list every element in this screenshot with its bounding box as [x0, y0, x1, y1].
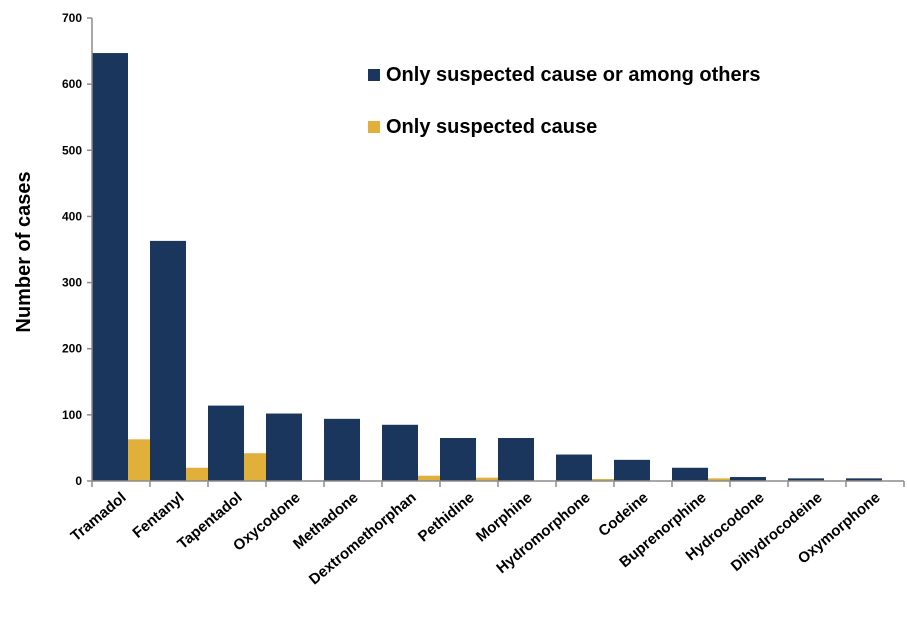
bar-dihydrocodeine-series-1 — [788, 478, 824, 481]
bar-buprenorphine-series-2 — [708, 478, 744, 481]
bar-pethidine-series-2 — [476, 477, 512, 481]
y-tick-label: 0 — [75, 474, 82, 488]
axes — [91, 18, 904, 482]
bar-dextromethorphan-series-1 — [382, 424, 418, 481]
bar-codeine-series-1 — [614, 459, 650, 481]
x-category-label: Tramadol — [68, 489, 130, 545]
bar-hydromorphone-series-1 — [556, 454, 592, 481]
x-category-label: Fentanyl — [129, 489, 187, 542]
y-axis-ticks: 0 100 200 300 400 500 600 700 — [62, 11, 92, 488]
legend-label-series-2: Only suspected cause — [386, 116, 597, 138]
x-category-label: Pethidine — [415, 489, 478, 545]
bar-hydromorphone-series-2 — [592, 479, 628, 481]
legend: Only suspected cause or among others Only… — [368, 64, 761, 138]
y-tick-label: 700 — [62, 11, 82, 25]
bar-pethidine-series-1 — [440, 438, 476, 481]
y-tick-label: 600 — [62, 77, 82, 91]
bar-dextromethorphan-series-2 — [418, 475, 454, 481]
y-tick-label: 400 — [62, 209, 82, 223]
legend-swatch-series-1 — [368, 69, 380, 81]
y-axis-label: Number of cases — [13, 171, 35, 332]
x-category-label: Codeine — [595, 489, 651, 540]
x-category-label: Dextromethorphan — [306, 489, 420, 588]
bar-hydrocodone-series-1 — [730, 477, 766, 481]
bar-tramadol-series-1 — [92, 53, 128, 482]
legend-label-series-1: Only suspected cause or among others — [386, 64, 761, 86]
bar-tapentadol-series-1 — [208, 405, 244, 481]
bar-oxycodone-series-1 — [266, 413, 302, 481]
bar-buprenorphine-series-1 — [672, 467, 708, 481]
y-tick-label: 100 — [62, 408, 82, 422]
legend-swatch-series-2 — [368, 121, 380, 133]
bar-methadone-series-1 — [324, 418, 360, 481]
bars-group — [92, 53, 882, 482]
x-axis-ticks: Tramadol FentanylTapentadolOxycodoneMetha… — [68, 481, 905, 588]
bar-morphine-series-1 — [498, 438, 534, 481]
y-tick-label: 500 — [62, 143, 82, 157]
bar-oxymorphone-series-1 — [846, 478, 882, 481]
y-tick-label: 200 — [62, 342, 82, 356]
y-tick-label: 300 — [62, 276, 82, 290]
bar-fentanyl-series-1 — [150, 240, 186, 481]
